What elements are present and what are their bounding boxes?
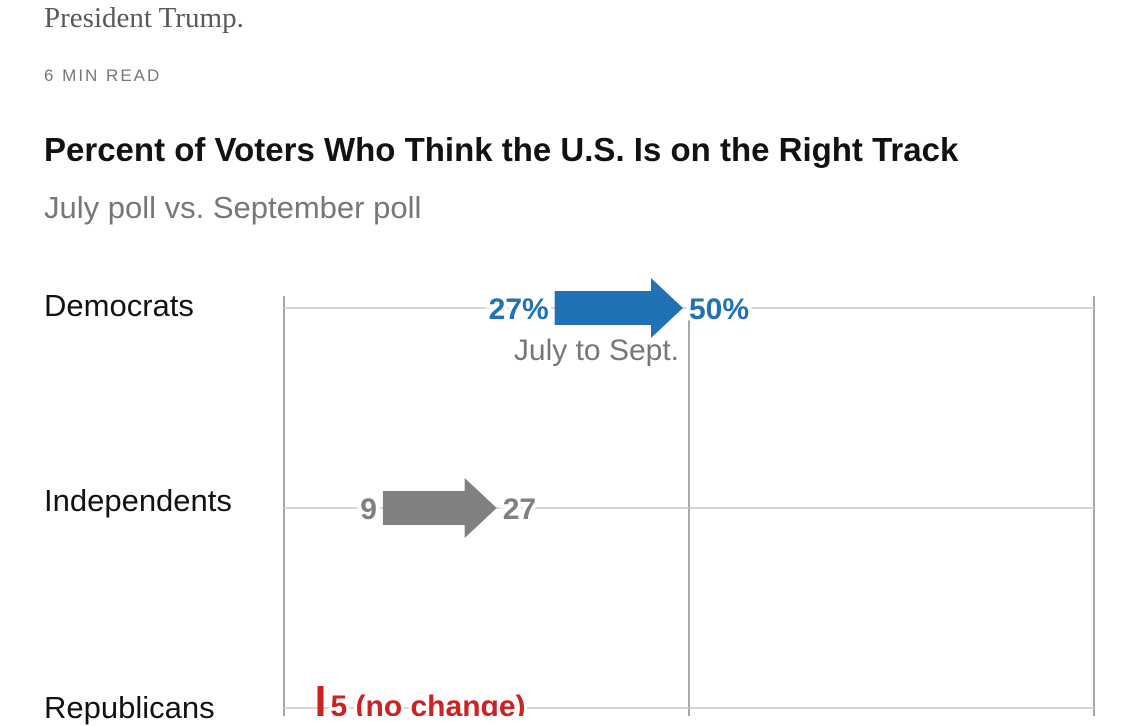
chart-subtitle: July poll vs. September poll: [44, 190, 422, 225]
arrow-annotation: July to Sept.: [514, 334, 679, 367]
change-arrow: [554, 278, 683, 338]
chart-title: Percent of Voters Who Think the U.S. Is …: [44, 131, 959, 168]
article-dek: President Trump.: [44, 2, 244, 34]
start-value-label: 9: [360, 493, 377, 526]
end-value-label: 27: [503, 493, 536, 526]
no-change-marker: [317, 686, 324, 716]
row-label-republicans: Republicans: [44, 690, 219, 726]
end-value-label: 50%: [689, 293, 749, 326]
row-label-democrats: Democrats: [44, 288, 198, 324]
change-arrow: [382, 478, 497, 538]
row-label-independents: Independents: [44, 483, 236, 519]
read-time: 6 MIN READ: [44, 66, 162, 85]
no-change-label: 5 (no change): [331, 690, 526, 716]
chart-marks: 27% 50% July to Sept. 9 27 5 (no change): [317, 278, 753, 716]
start-value-label: 27%: [489, 293, 549, 326]
